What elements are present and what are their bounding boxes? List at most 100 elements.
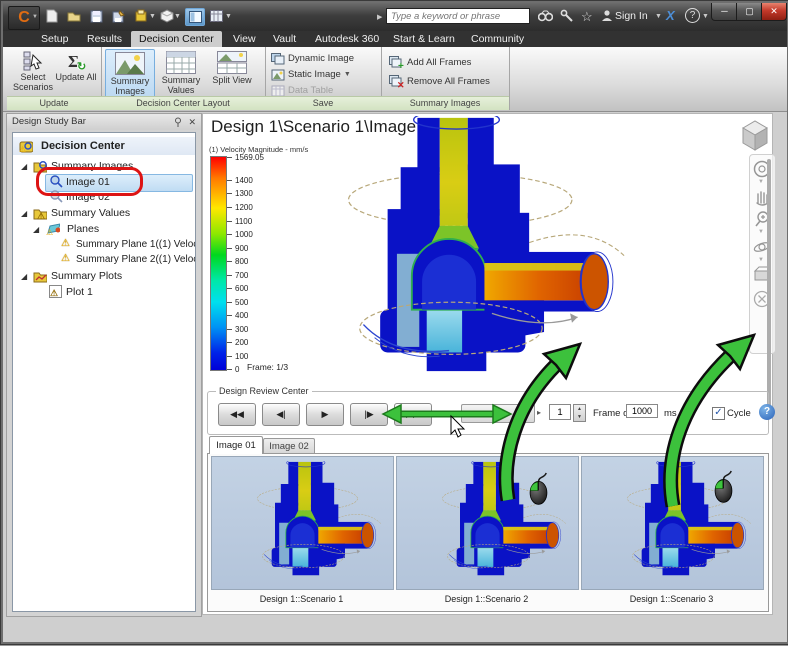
save-as-icon[interactable] xyxy=(109,8,127,24)
search-binoculars-icon[interactable] xyxy=(537,10,554,25)
slider-right-arrow[interactable]: ▸ xyxy=(537,408,542,417)
exchange-apps-icon[interactable]: X xyxy=(666,8,675,23)
open-file-icon[interactable] xyxy=(65,8,83,24)
split-view-label: Split View xyxy=(212,75,252,85)
gallery-tab-image-01[interactable]: Image 01 xyxy=(209,436,263,454)
cycle-checkbox[interactable]: ✓ xyxy=(712,407,725,420)
play-button[interactable]: ▶ xyxy=(306,403,344,426)
tree-item-planes[interactable]: ◢ ⚠ Planes xyxy=(13,222,195,237)
tab-decision-center[interactable]: Decision Center xyxy=(131,31,222,47)
wheel-caret-icon[interactable]: ▼ xyxy=(758,179,764,185)
orbit-caret-icon[interactable]: ▼ xyxy=(758,257,764,263)
search-input[interactable] xyxy=(386,8,530,24)
tree-item-image-01[interactable]: Image 01 xyxy=(13,175,195,190)
thumbnail-scenario-1[interactable] xyxy=(211,456,394,590)
ribbon: Select Scenarios Σ ↻ Update All Update Su… xyxy=(3,47,787,112)
dynamic-image-button[interactable]: Dynamic Image xyxy=(271,51,354,66)
help-caret-icon[interactable]: ▼ xyxy=(702,13,709,20)
summary-images-icon xyxy=(115,52,145,75)
frame-number-input[interactable] xyxy=(549,404,571,420)
tree-item-summary-values[interactable]: ◢ ⚠ Summary Values xyxy=(13,206,195,221)
tab-community[interactable]: Community xyxy=(471,33,525,45)
review-help-icon[interactable]: ? xyxy=(759,404,775,420)
tab-autodesk-360[interactable]: Autodesk 360 xyxy=(315,33,380,45)
remove-all-frames-button[interactable]: ✕ Remove All Frames xyxy=(389,74,490,89)
tree-item-summary-plots[interactable]: ◢ Summary Plots xyxy=(13,269,195,284)
thumbnail-scenario-2[interactable] xyxy=(396,456,579,590)
slider-left-arrow[interactable]: ◂ xyxy=(451,408,456,417)
viewer-scrollbar[interactable] xyxy=(767,159,771,409)
tree-item-label: Summary Plots xyxy=(51,270,123,282)
frame-spinner[interactable]: ▲ ▼ xyxy=(573,404,586,422)
decision-center-tree: ⚠ Decision Center ◢ Summary Images Image… xyxy=(12,132,196,612)
zoom-caret-icon[interactable]: ▼ xyxy=(758,229,764,235)
go-to-start-button[interactable]: ◀◀ xyxy=(218,403,256,426)
material-caret-icon[interactable]: ▼ xyxy=(149,13,156,20)
model-cube-icon[interactable] xyxy=(158,8,176,24)
tree-item-summary-plane-1[interactable]: ⚠ Summary Plane 1((1) Velocit... xyxy=(13,238,195,253)
summary-values-button[interactable]: Summary Values xyxy=(157,49,205,96)
legend-tick-label: 300 xyxy=(235,325,249,334)
user-icon[interactable] xyxy=(601,9,613,25)
static-image-button[interactable]: Static Image ▼ xyxy=(271,67,351,82)
expander-icon[interactable]: ◢ xyxy=(21,209,28,218)
view-cube[interactable] xyxy=(737,117,773,153)
help-icon[interactable]: ? xyxy=(685,8,700,23)
search-expand-icon[interactable]: ▶ xyxy=(377,14,383,21)
thumbnail-caption: Design 1::Scenario 3 xyxy=(629,594,714,604)
fast-forward-button[interactable]: ▶▶ xyxy=(394,403,432,426)
ribbon-group-label: Update xyxy=(7,96,101,110)
add-all-frames-button[interactable]: + Add All Frames xyxy=(389,55,471,70)
tree-root-decision-center[interactable]: ⚠ Decision Center xyxy=(13,137,195,155)
tab-start-learn[interactable]: Start & Learn xyxy=(393,33,455,45)
slider-grip[interactable] xyxy=(493,410,505,417)
new-file-icon[interactable] xyxy=(43,8,61,24)
update-all-button[interactable]: Σ ↻ Update All xyxy=(55,49,97,96)
split-view-button[interactable]: Split View xyxy=(209,49,255,96)
pin-icon[interactable] xyxy=(173,117,183,127)
summary-table-toggle-icon[interactable] xyxy=(207,8,225,24)
close-button[interactable]: ✕ xyxy=(761,3,787,21)
frame-delay-input[interactable] xyxy=(626,404,658,418)
favorites-star-icon[interactable]: ☆ xyxy=(581,9,593,24)
design-study-bar-toggle-icon[interactable] xyxy=(185,8,205,26)
legend-tick-label: 400 xyxy=(235,311,249,320)
title-bar: C▼ ▼ ▼ ▼ ▶ ☆ Sign In ▼ X ? ▼ ─ ▢ ✕ xyxy=(3,3,787,31)
expander-icon[interactable]: ◢ xyxy=(33,225,40,234)
app-logo-menu[interactable]: C ▼ xyxy=(8,6,40,30)
expander-icon[interactable]: ◢ xyxy=(21,272,28,281)
gallery-tab-image-02[interactable]: Image 02 xyxy=(263,438,315,454)
sign-in-link[interactable]: Sign In xyxy=(615,10,648,22)
tab-vault[interactable]: Vault xyxy=(273,33,297,45)
maximize-button[interactable]: ▢ xyxy=(736,3,763,21)
step-back-button[interactable]: ◀| xyxy=(262,403,300,426)
minimize-button[interactable]: ─ xyxy=(711,3,738,21)
dynamic-image-label: Dynamic Image xyxy=(288,53,354,64)
step-forward-button[interactable]: |▶ xyxy=(350,403,388,426)
sign-in-caret-icon[interactable]: ▼ xyxy=(655,13,662,20)
ribbon-tab-bar: Setup Results Decision Center View Vault… xyxy=(3,31,787,72)
frame-slider[interactable] xyxy=(461,404,535,423)
tab-results[interactable]: Results xyxy=(87,33,123,45)
tab-setup[interactable]: Setup xyxy=(41,33,69,45)
close-panel-icon[interactable]: ✕ xyxy=(188,117,196,127)
tab-view[interactable]: View xyxy=(233,33,256,45)
remove-all-frames-label: Remove All Frames xyxy=(407,76,490,87)
save-icon[interactable] xyxy=(87,8,105,24)
cfd-model-view[interactable] xyxy=(309,116,645,386)
qat-overflow-icon[interactable]: ▼ xyxy=(225,13,232,20)
design-review-center: Design Review Center ◀◀ ◀| ▶ |▶ ▶▶ ◂ ▸ ▲… xyxy=(207,386,775,435)
pan-hand-icon[interactable] xyxy=(752,187,772,207)
model-caret-icon[interactable]: ▼ xyxy=(174,13,181,20)
expander-icon[interactable]: ◢ xyxy=(21,162,28,171)
material-box-icon[interactable] xyxy=(133,8,151,24)
thumbnail-scenario-3[interactable] xyxy=(581,456,764,590)
tree-item-summary-plane-2[interactable]: ⚠ Summary Plane 2((1) Velocit... xyxy=(13,253,195,268)
wrench-icon[interactable] xyxy=(560,9,574,26)
select-scenarios-button[interactable]: Select Scenarios xyxy=(9,49,57,96)
summary-images-button[interactable]: Summary Images xyxy=(105,49,155,98)
tree-item-plot-1[interactable]: ⚠ Plot 1 xyxy=(13,285,195,300)
legend-tick-label: 1200 xyxy=(235,203,253,212)
tree-root-label: Decision Center xyxy=(41,140,125,152)
